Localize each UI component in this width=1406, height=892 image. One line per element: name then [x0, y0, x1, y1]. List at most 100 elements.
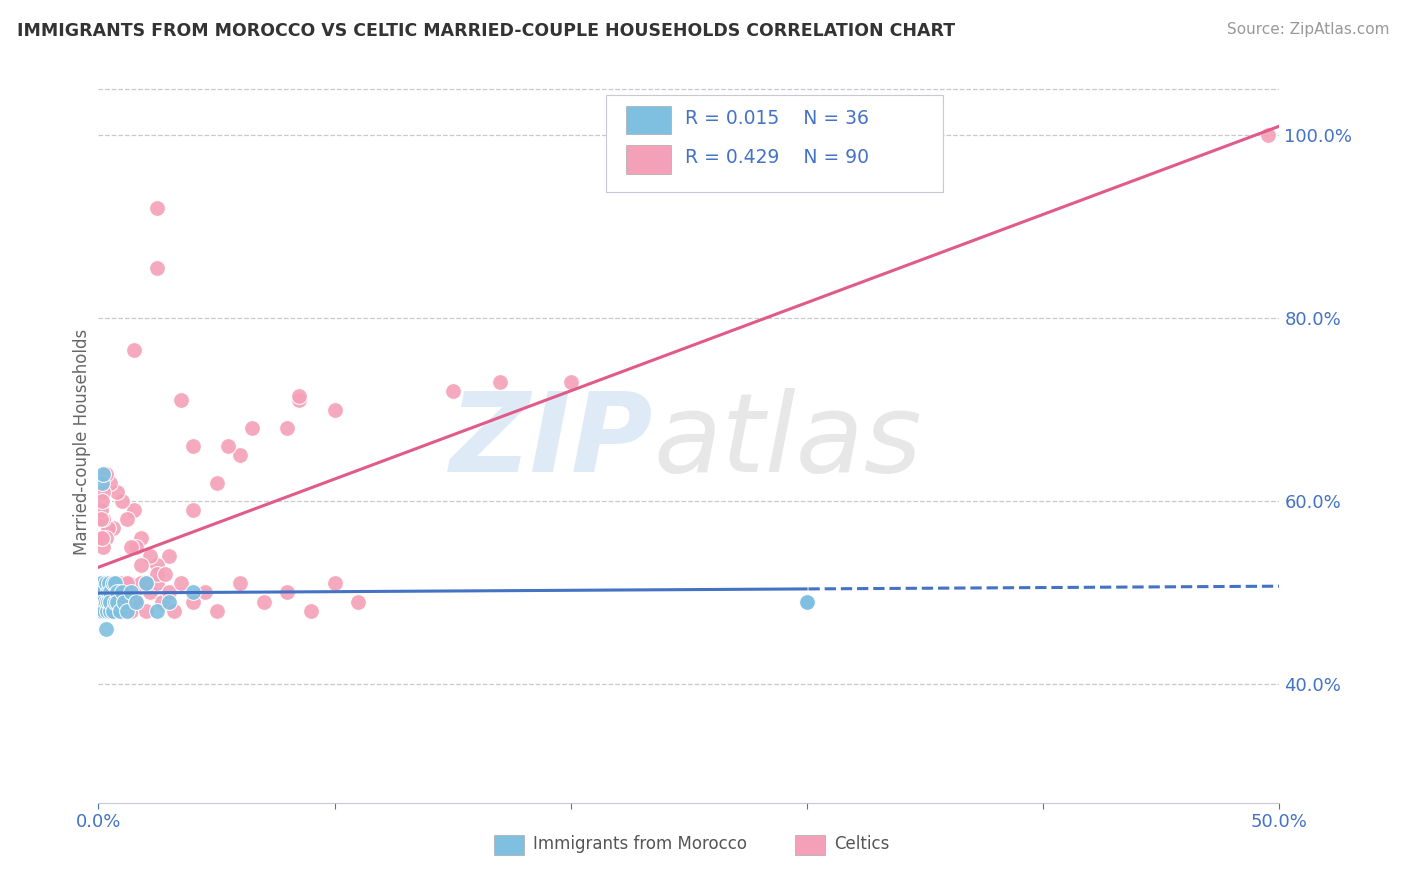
Point: [146, 202, 169, 216]
Point: [90, 531, 112, 545]
Point: [121, 585, 143, 599]
Point: [91, 594, 114, 608]
Point: [91, 512, 114, 526]
Point: [94, 576, 117, 591]
Point: [146, 260, 169, 275]
Point: [139, 549, 162, 563]
FancyBboxPatch shape: [626, 105, 671, 135]
Point: [108, 594, 131, 608]
Point: [125, 594, 148, 608]
Point: [170, 576, 193, 591]
Point: [146, 576, 169, 591]
Point: [98, 585, 121, 599]
Point: [115, 604, 138, 618]
Point: [97, 576, 120, 591]
Point: [89, 594, 111, 608]
Point: [115, 512, 138, 526]
Point: [98, 604, 121, 618]
Point: [118, 576, 141, 591]
Point: [146, 604, 169, 618]
Point: [323, 576, 346, 591]
Point: [91, 475, 114, 490]
Point: [98, 475, 121, 490]
Point: [98, 594, 121, 608]
Point: [91, 484, 114, 499]
Point: [122, 585, 145, 599]
Point: [108, 604, 131, 618]
Point: [489, 375, 512, 389]
Point: [94, 594, 117, 608]
Point: [105, 604, 128, 618]
Point: [135, 576, 157, 591]
Point: [157, 549, 180, 563]
Point: [111, 576, 134, 591]
Point: [91, 540, 114, 554]
Point: [146, 558, 169, 572]
Point: [194, 585, 217, 599]
Point: [181, 585, 204, 599]
Point: [229, 576, 252, 591]
Point: [111, 604, 134, 618]
Point: [1257, 128, 1279, 143]
Point: [125, 540, 148, 554]
Point: [91, 531, 114, 545]
Point: [94, 604, 117, 618]
Point: [129, 576, 152, 591]
Point: [90, 585, 112, 599]
Point: [129, 531, 152, 545]
Point: [105, 576, 128, 591]
Point: [90, 576, 112, 591]
Point: [98, 604, 121, 618]
Point: [98, 585, 121, 599]
Point: [111, 494, 134, 508]
Point: [288, 389, 311, 403]
Point: [112, 585, 135, 599]
Point: [115, 576, 138, 591]
Point: [101, 521, 124, 535]
Point: [104, 594, 127, 608]
Point: [91, 585, 114, 599]
Point: [181, 594, 204, 608]
Point: [90, 503, 112, 517]
Point: [101, 576, 124, 591]
Point: [97, 594, 120, 608]
Point: [97, 585, 120, 599]
Point: [139, 585, 162, 599]
Point: [94, 467, 117, 481]
Text: Immigrants from Morocco: Immigrants from Morocco: [533, 835, 747, 853]
Point: [97, 594, 120, 608]
Point: [181, 439, 204, 453]
Point: [101, 604, 124, 618]
Point: [253, 594, 276, 608]
Point: [97, 521, 120, 535]
Point: [90, 512, 112, 526]
FancyBboxPatch shape: [626, 145, 671, 174]
Text: IMMIGRANTS FROM MOROCCO VS CELTIC MARRIED-COUPLE HOUSEHOLDS CORRELATION CHART: IMMIGRANTS FROM MOROCCO VS CELTIC MARRIE…: [17, 22, 955, 40]
Point: [150, 594, 173, 608]
FancyBboxPatch shape: [796, 835, 825, 855]
Point: [90, 604, 112, 618]
Text: atlas: atlas: [654, 388, 922, 495]
Point: [105, 484, 128, 499]
Point: [91, 467, 114, 481]
Point: [205, 475, 228, 490]
Point: [94, 576, 117, 591]
Point: [323, 402, 346, 417]
Point: [163, 604, 186, 618]
Point: [121, 604, 143, 618]
Point: [98, 576, 121, 591]
FancyBboxPatch shape: [494, 835, 523, 855]
Point: [94, 622, 117, 636]
Y-axis label: Married-couple Households: Married-couple Households: [73, 328, 91, 555]
Point: [347, 594, 370, 608]
Point: [93, 585, 115, 599]
Point: [108, 585, 131, 599]
Point: [288, 393, 311, 408]
Point: [157, 594, 180, 608]
Point: [101, 576, 124, 591]
Point: [105, 585, 128, 599]
Point: [122, 343, 145, 357]
Point: [796, 594, 818, 608]
Point: [111, 585, 134, 599]
Point: [115, 594, 138, 608]
